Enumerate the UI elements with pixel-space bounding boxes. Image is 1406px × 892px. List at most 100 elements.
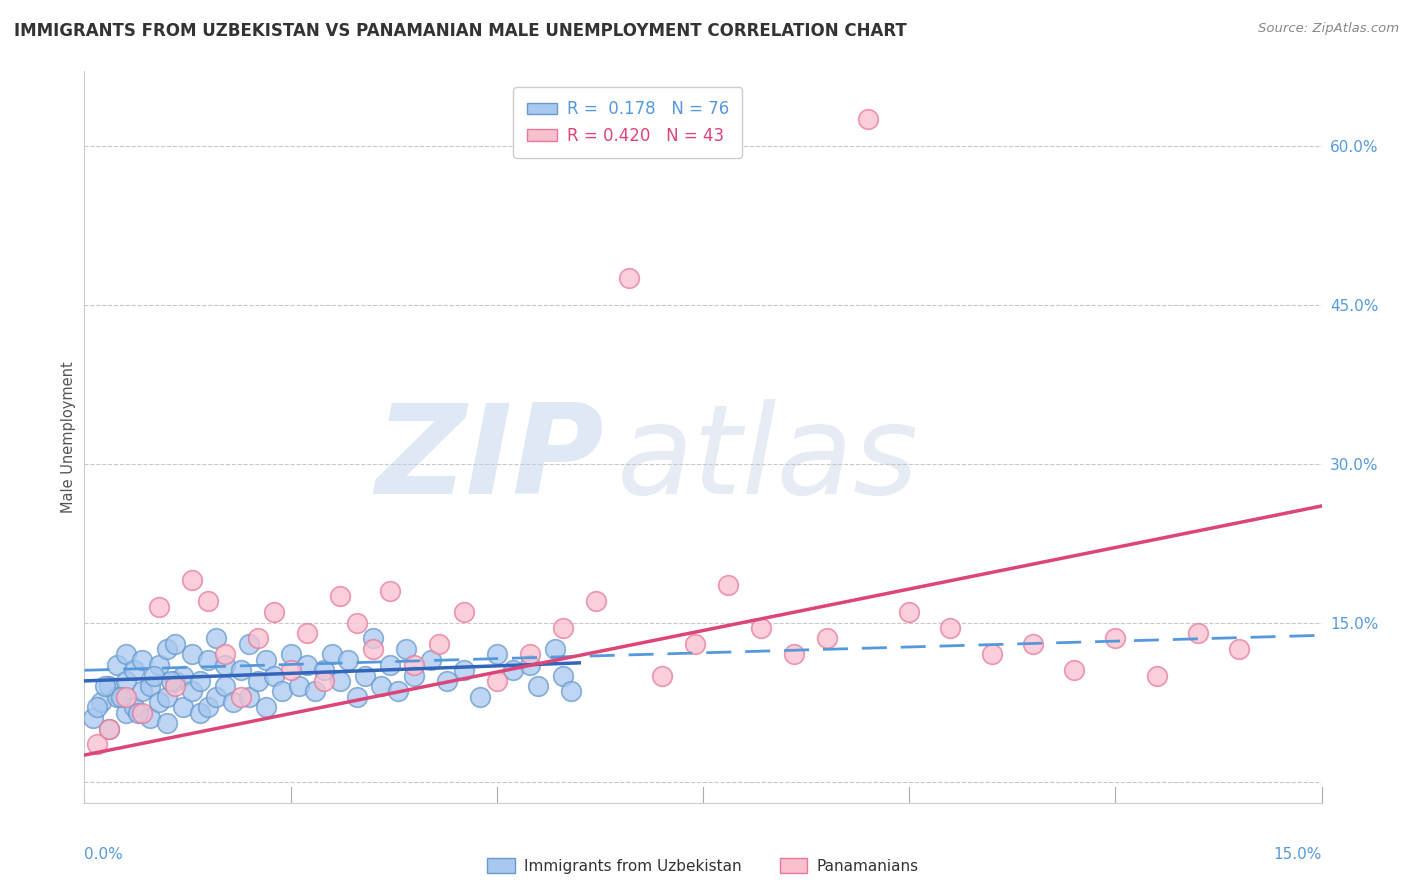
Point — [114, 690, 136, 704]
Point — [312, 663, 335, 677]
Point — [815, 632, 838, 646]
Point — [346, 615, 368, 630]
Point — [329, 589, 352, 603]
Point — [295, 658, 318, 673]
Point — [427, 637, 450, 651]
Point — [229, 663, 252, 677]
Point — [1227, 642, 1250, 657]
Point — [404, 668, 426, 682]
Point — [519, 648, 541, 662]
Point — [114, 648, 136, 662]
Point — [453, 605, 475, 619]
Point — [453, 663, 475, 677]
Point — [238, 690, 260, 704]
Point — [683, 637, 706, 651]
Point — [560, 684, 582, 698]
Point — [143, 668, 166, 682]
Point — [160, 673, 183, 688]
Point — [1063, 663, 1085, 677]
Point — [485, 648, 508, 662]
Point — [436, 673, 458, 688]
Point — [94, 679, 117, 693]
Text: IMMIGRANTS FROM UZBEKISTAN VS PANAMANIAN MALE UNEMPLOYMENT CORRELATION CHART: IMMIGRANTS FROM UZBEKISTAN VS PANAMANIAN… — [14, 22, 907, 40]
Point — [651, 668, 673, 682]
Point — [197, 700, 219, 714]
Point — [246, 673, 269, 688]
Point — [395, 642, 418, 657]
Text: ZIP: ZIP — [375, 399, 605, 519]
Point — [105, 690, 128, 704]
Y-axis label: Male Unemployment: Male Unemployment — [60, 361, 76, 513]
Point — [165, 679, 187, 693]
Legend: Immigrants from Uzbekistan, Panamanians: Immigrants from Uzbekistan, Panamanians — [481, 852, 925, 880]
Point — [585, 594, 607, 608]
Point — [939, 621, 962, 635]
Point — [353, 668, 375, 682]
Point — [86, 738, 108, 752]
Point — [312, 673, 335, 688]
Point — [717, 578, 740, 592]
Point — [387, 684, 409, 698]
Point — [898, 605, 921, 619]
Point — [370, 679, 392, 693]
Point — [222, 695, 245, 709]
Point — [246, 632, 269, 646]
Point — [1104, 632, 1126, 646]
Point — [1187, 626, 1209, 640]
Point — [172, 700, 194, 714]
Point — [122, 700, 145, 714]
Point — [271, 684, 294, 698]
Point — [180, 573, 202, 587]
Point — [280, 648, 302, 662]
Point — [254, 700, 277, 714]
Point — [148, 599, 170, 614]
Point — [485, 673, 508, 688]
Point — [114, 706, 136, 720]
Point — [329, 673, 352, 688]
Point — [551, 668, 574, 682]
Point — [304, 684, 326, 698]
Legend: R =  0.178   N = 76, R = 0.420   N = 43: R = 0.178 N = 76, R = 0.420 N = 43 — [513, 87, 742, 158]
Point — [378, 583, 401, 598]
Point — [188, 673, 211, 688]
Point — [156, 716, 179, 731]
Point — [783, 648, 806, 662]
Point — [139, 679, 162, 693]
Point — [288, 679, 311, 693]
Point — [470, 690, 492, 704]
Point — [105, 658, 128, 673]
Point — [131, 706, 153, 720]
Point — [180, 684, 202, 698]
Point — [419, 653, 441, 667]
Point — [165, 673, 187, 688]
Point — [156, 690, 179, 704]
Point — [127, 706, 149, 720]
Text: atlas: atlas — [616, 399, 918, 519]
Point — [148, 695, 170, 709]
Point — [205, 632, 228, 646]
Point — [980, 648, 1002, 662]
Point — [98, 679, 121, 693]
Point — [856, 112, 879, 126]
Point — [110, 690, 132, 704]
Point — [188, 706, 211, 720]
Point — [180, 648, 202, 662]
Point — [404, 658, 426, 673]
Point — [280, 663, 302, 677]
Point — [263, 605, 285, 619]
Point — [229, 690, 252, 704]
Point — [205, 690, 228, 704]
Point — [1146, 668, 1168, 682]
Point — [197, 653, 219, 667]
Point — [238, 637, 260, 651]
Point — [361, 642, 384, 657]
Point — [98, 722, 121, 736]
Point — [337, 653, 360, 667]
Point — [90, 695, 112, 709]
Point — [321, 648, 343, 662]
Point — [749, 621, 772, 635]
Point — [263, 668, 285, 682]
Point — [98, 722, 121, 736]
Point — [122, 663, 145, 677]
Point — [165, 637, 187, 651]
